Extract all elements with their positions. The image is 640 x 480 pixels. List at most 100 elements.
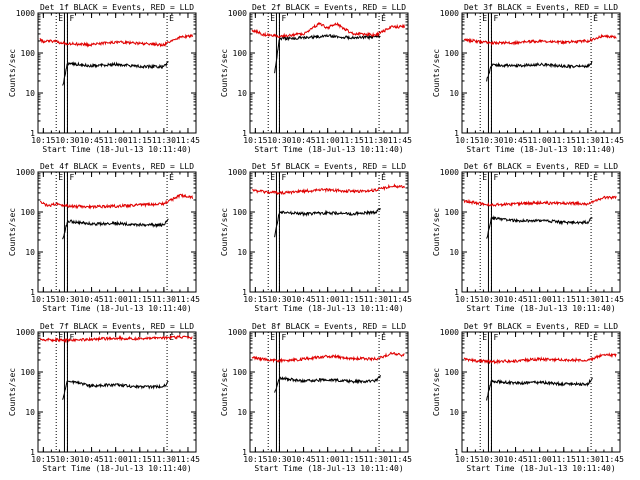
y-tick-label: 100 — [233, 368, 248, 377]
marker-label: E — [169, 14, 174, 23]
y-tick-label: 10 — [237, 248, 247, 257]
x-tick-label: 10:45 — [80, 136, 104, 145]
chart-panel-7: Det 7f BLACK = Events, RED = LLD Counts/s… — [8, 322, 200, 473]
x-axis-label: Start Time (18-Jul-13 10:11:40) — [42, 464, 191, 473]
x-tick-label: 11:15 — [340, 455, 364, 464]
chart-title: Det 6f BLACK = Events, RED = LLD — [464, 162, 618, 171]
plot-frame — [461, 331, 621, 453]
marker-label: E — [593, 333, 598, 342]
y-tick-label: 10 — [449, 408, 459, 417]
x-tick-label: 11:30 — [576, 136, 600, 145]
x-tick-label: 11:30 — [152, 136, 176, 145]
chart-panel-8: Det 8f BLACK = Events, RED = LLD Counts/s… — [220, 322, 412, 473]
x-axis-label: Start Time (18-Jul-13 10:11:40) — [254, 304, 403, 313]
x-tick-label: 11:00 — [104, 136, 128, 145]
x-tick-label: 11:00 — [104, 455, 128, 464]
marker-label: E — [482, 333, 487, 342]
y-axis-label: Counts/sec — [432, 208, 441, 256]
y-tick-label: 1 — [30, 448, 35, 457]
x-tick-label: 11:15 — [552, 295, 576, 304]
x-tick-label: 11:00 — [316, 136, 340, 145]
y-tick-label: 1 — [454, 288, 459, 297]
x-axis-label: Start Time (18-Jul-13 10:11:40) — [42, 145, 191, 154]
y-tick-label: 1 — [454, 129, 459, 138]
series-lld-line — [251, 21, 405, 39]
x-tick-label: 10:30 — [267, 455, 291, 464]
marker-label: E — [482, 173, 487, 182]
y-tick-label: 100 — [21, 208, 36, 217]
x-tick-label: 11:45 — [600, 455, 624, 464]
marker-label: E — [270, 14, 275, 23]
x-tick-label: 10:30 — [267, 295, 291, 304]
x-tick-label: 10:30 — [479, 295, 503, 304]
y-tick-label: 1 — [30, 129, 35, 138]
chart-title: Det 1f BLACK = Events, RED = LLD — [40, 3, 194, 12]
marker-label: F — [281, 333, 286, 342]
x-tick-label: 11:45 — [600, 136, 624, 145]
y-axis-label: Counts/sec — [220, 49, 229, 97]
marker-label: E — [58, 333, 63, 342]
y-tick-label: 10 — [25, 248, 35, 257]
marker-label: E — [381, 14, 386, 23]
y-tick-label: 1000 — [228, 168, 247, 177]
series-events-line — [62, 218, 169, 240]
chart-panel-2: Det 2f BLACK = Events, RED = LLD Counts/s… — [220, 3, 412, 154]
chart-title: Det 3f BLACK = Events, RED = LLD — [464, 3, 618, 12]
x-tick-label: 10:45 — [292, 455, 316, 464]
series-lld-line — [251, 351, 405, 364]
marker-label: E — [270, 173, 275, 182]
x-tick-label: 10:30 — [267, 136, 291, 145]
x-tick-label: 11:45 — [176, 455, 200, 464]
series-events-line — [274, 33, 381, 74]
x-tick-label: 11:00 — [316, 295, 340, 304]
y-axis-label: Counts/sec — [220, 208, 229, 256]
x-axis-label: Start Time (18-Jul-13 10:11:40) — [466, 304, 615, 313]
plot-frame — [37, 331, 197, 453]
series-lld-line — [463, 352, 617, 365]
x-tick-label: 11:45 — [176, 295, 200, 304]
x-tick-label: 10:45 — [80, 455, 104, 464]
chart-panel-5: Det 5f BLACK = Events, RED = LLD Counts/s… — [220, 162, 412, 313]
chart-title: Det 8f BLACK = Events, RED = LLD — [252, 322, 406, 331]
series-lld-line — [252, 183, 405, 196]
x-tick-label: 10:30 — [479, 136, 503, 145]
chart-panel-3: Det 3f BLACK = Events, RED = LLD Counts/s… — [432, 3, 624, 154]
y-tick-label: 1 — [454, 448, 459, 457]
y-tick-label: 1000 — [440, 168, 459, 177]
x-axis-label: Start Time (18-Jul-13 10:11:40) — [254, 464, 403, 473]
series-events-line — [274, 374, 381, 393]
x-tick-label: 10:15 — [31, 295, 55, 304]
x-tick-label: 11:45 — [388, 136, 412, 145]
y-axis-label: Counts/sec — [220, 368, 229, 416]
series-events-line — [486, 60, 593, 82]
marker-label: E — [593, 173, 598, 182]
marker-label: E — [270, 333, 275, 342]
marker-label: F — [69, 173, 74, 182]
y-axis-label: Counts/sec — [8, 49, 17, 97]
x-axis-label: Start Time (18-Jul-13 10:11:40) — [466, 464, 615, 473]
chart-panel-4: Det 4f BLACK = Events, RED = LLD Counts/s… — [8, 162, 200, 313]
x-tick-label: 11:15 — [128, 136, 152, 145]
x-tick-label: 11:15 — [552, 136, 576, 145]
y-tick-label: 1000 — [440, 9, 459, 18]
marker-label: E — [482, 14, 487, 23]
y-tick-label: 100 — [233, 49, 248, 58]
y-tick-label: 1 — [242, 448, 247, 457]
y-tick-label: 1000 — [16, 168, 35, 177]
y-tick-label: 1000 — [228, 328, 247, 337]
x-tick-label: 11:00 — [528, 295, 552, 304]
series-lld-line — [39, 193, 193, 210]
y-tick-label: 10 — [25, 408, 35, 417]
series-events-line — [274, 208, 381, 238]
marker-label: F — [69, 14, 74, 23]
x-tick-label: 11:00 — [528, 455, 552, 464]
x-axis-label: Start Time (18-Jul-13 10:11:40) — [42, 304, 191, 313]
series-events-line — [486, 377, 593, 401]
x-tick-label: 10:15 — [243, 136, 267, 145]
marker-label: F — [281, 14, 286, 23]
marker-label: E — [381, 333, 386, 342]
x-tick-label: 10:15 — [31, 136, 55, 145]
series-lld-line — [463, 195, 617, 208]
x-tick-label: 11:30 — [364, 295, 388, 304]
